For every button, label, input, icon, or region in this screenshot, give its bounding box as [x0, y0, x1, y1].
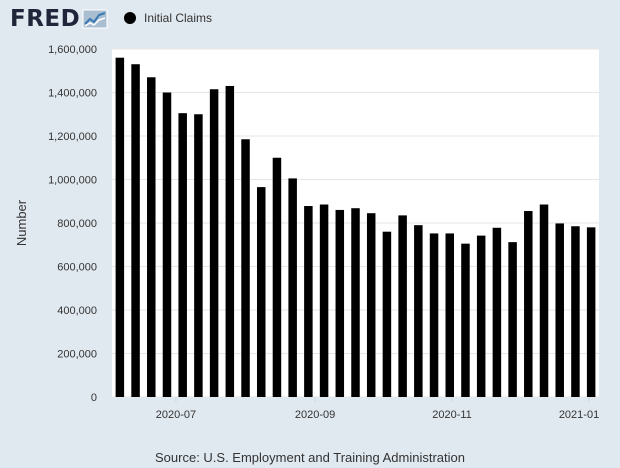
bar [304, 206, 313, 397]
legend-label: Initial Claims [144, 11, 213, 25]
bar [476, 235, 486, 397]
x-tick-label: 2020-09 [295, 409, 335, 421]
y-tick-label: 0 [91, 392, 97, 404]
bar [178, 113, 187, 397]
y-tick-label: 600,000 [57, 262, 97, 274]
bar [131, 64, 140, 397]
bar [209, 89, 219, 398]
bar [225, 85, 235, 397]
x-tick-label: 2020-07 [156, 409, 196, 421]
y-tick-label: 400,000 [57, 305, 97, 317]
y-axis-label: Number [14, 199, 29, 246]
source-note: Source: U.S. Employment and Training Adm… [155, 450, 465, 465]
y-tick-label: 200,000 [57, 349, 97, 361]
y-tick-label: 800,000 [57, 218, 97, 230]
x-axis-ticks: 2020-07 2020-09 2020-11 2021-01 [156, 397, 599, 421]
bar [256, 187, 266, 397]
bars [115, 57, 596, 398]
bar [319, 204, 329, 397]
legend: Initial Claims [124, 11, 212, 25]
y-axis-ticks: 0 200,000 400,000 600,000 800,000 1,000,000 1,… [48, 44, 97, 404]
bar [366, 213, 376, 397]
bar [492, 227, 502, 397]
x-tick-label: 2021-01 [559, 409, 599, 421]
bar [586, 227, 596, 397]
bar [524, 211, 533, 397]
fred-graph-icon [82, 9, 108, 29]
legend-marker-icon [124, 12, 136, 24]
bar [539, 204, 549, 397]
bar [445, 233, 455, 397]
bar [194, 114, 203, 397]
bar [335, 209, 345, 397]
x-tick-label: 2020-11 [432, 409, 472, 421]
bar [162, 92, 172, 397]
bar [351, 208, 360, 397]
y-tick-label: 1,200,000 [48, 131, 97, 143]
fred-logo: FRED [10, 6, 108, 32]
bar [461, 243, 470, 397]
y-tick-label: 1,400,000 [48, 88, 97, 100]
bar [429, 233, 439, 397]
bar [398, 215, 407, 397]
bar [241, 139, 250, 397]
bar [382, 231, 392, 397]
bar [414, 225, 423, 397]
bar [555, 223, 564, 397]
y-tick-label: 1,600,000 [48, 44, 97, 56]
bar [288, 178, 297, 397]
bar [571, 226, 580, 397]
bar [508, 242, 517, 397]
bar [147, 77, 156, 398]
y-tick-label: 1,000,000 [48, 175, 97, 187]
bar [115, 57, 125, 397]
bar [272, 157, 282, 397]
fred-logo-text: FRED [10, 6, 81, 32]
